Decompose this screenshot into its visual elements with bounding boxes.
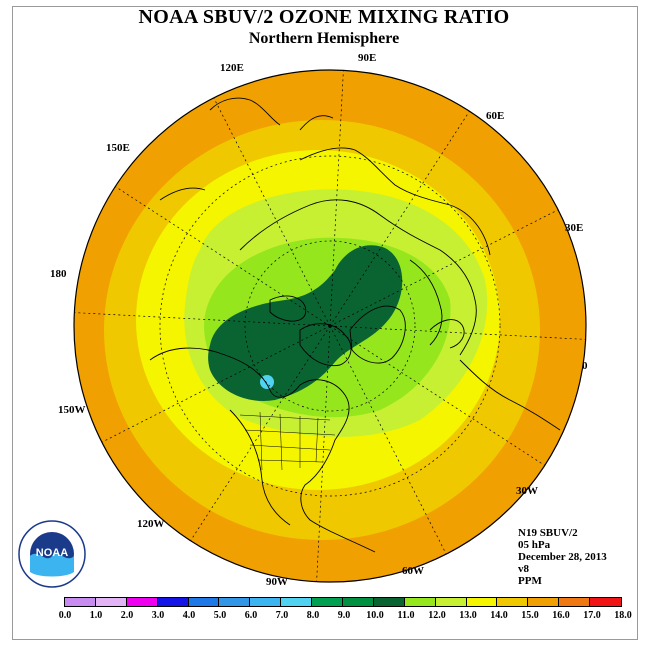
colorbar — [64, 597, 622, 607]
colorbar-segment — [590, 598, 622, 606]
lon-label-30e: 30E — [565, 222, 584, 234]
colorbar-segment — [343, 598, 374, 606]
colorbar-segment — [95, 598, 127, 606]
meta-level: 05 hPa — [518, 539, 551, 551]
colorbar-segment — [497, 598, 529, 606]
logo-text: NOAA — [36, 547, 68, 559]
colorbar-segment — [65, 598, 96, 606]
colorbar-segment — [281, 598, 313, 606]
ozone-band-10ppm — [208, 245, 403, 401]
lon-label-150w: 150W — [58, 404, 86, 416]
colorbar-segment — [528, 598, 560, 606]
lon-label-120e: 120E — [220, 62, 244, 74]
colorbar-tick-label: 1.0 — [89, 610, 103, 621]
colorbar-tick-label: 4.0 — [182, 610, 196, 621]
meta-units: PPM — [518, 575, 542, 587]
colorbar-tick-label: 13.0 — [459, 610, 477, 621]
colorbar-tick-label: 17.0 — [583, 610, 601, 621]
colorbar-segment — [466, 598, 498, 606]
colorbar-tick-label: 9.0 — [337, 610, 351, 621]
colorbar-segment — [157, 598, 189, 606]
figure-frame — [12, 6, 638, 640]
lon-label-150e: 150E — [106, 142, 130, 154]
colorbar-tick-label: 0.0 — [58, 610, 72, 621]
figure-subtitle: Northern Hemisphere — [248, 30, 400, 47]
coastlines — [149, 97, 561, 553]
colorbar-tick-label: 2.0 — [120, 610, 134, 621]
meta-satellite: N19 SBUV/2 — [518, 527, 578, 539]
lon-label-90e: 90E — [358, 52, 377, 64]
meta-date: December 28, 2013 — [518, 551, 607, 563]
colorbar-tick-label: 14.0 — [490, 610, 508, 621]
lon-label-0: 0 — [582, 360, 588, 372]
map-boundary — [73, 69, 587, 583]
noaa-logo: NOAA — [18, 520, 86, 588]
colorbar-segment — [404, 598, 436, 606]
colorbar-tick-label: 15.0 — [521, 610, 539, 621]
colorbar-tick-label: 11.0 — [397, 610, 415, 621]
lon-label-180: 180 — [50, 268, 67, 280]
lon-label-30w: 30W — [516, 485, 538, 497]
colorbar-tick-label: 7.0 — [275, 610, 289, 621]
colorbar-segment — [312, 598, 344, 606]
colorbar-tick-label: 6.0 — [244, 610, 258, 621]
colorbar-segment — [435, 598, 467, 606]
colorbar-segment — [188, 598, 220, 606]
colorbar-tick-label: 18.0 — [614, 610, 632, 621]
colorbar-tick-label: 10.0 — [366, 610, 384, 621]
colorbar-segment — [126, 598, 158, 606]
graticule — [159, 155, 501, 497]
colorbar-tick-label: 5.0 — [213, 610, 227, 621]
figure-title: NOAA SBUV/2 OZONE MIXING RATIO — [138, 6, 510, 28]
lon-label-60e: 60E — [486, 110, 505, 122]
colorbar-tick-label: 3.0 — [151, 610, 165, 621]
colorbar-segment — [250, 598, 282, 606]
lon-label-120w: 120W — [137, 518, 165, 530]
ozone-contour-fill — [74, 70, 586, 582]
lon-label-90w: 90W — [266, 576, 288, 588]
us-state-borders — [239, 411, 336, 471]
colorbar-segment — [559, 598, 591, 606]
colorbar-segment — [373, 598, 405, 606]
meta-version: v8 — [518, 563, 529, 575]
ozone-max-spot — [260, 375, 274, 389]
colorbar-tick-label: 12.0 — [428, 610, 446, 621]
colorbar-segment — [219, 598, 251, 606]
colorbar-tick-label: 8.0 — [306, 610, 320, 621]
lon-label-60w: 60W — [402, 565, 424, 577]
colorbar-tick-label: 16.0 — [552, 610, 570, 621]
